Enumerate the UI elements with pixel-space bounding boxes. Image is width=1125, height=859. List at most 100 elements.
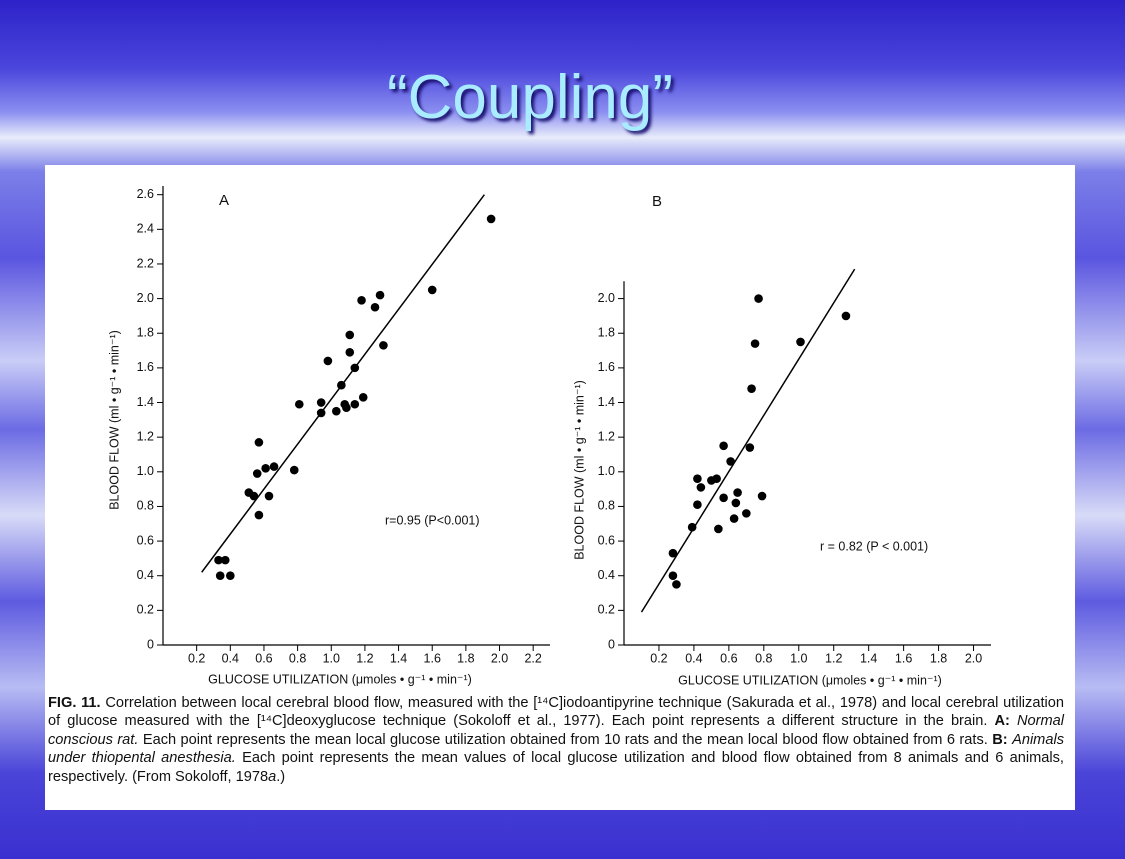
caption: FIG. 11. Correlation between local cereb… [48, 694, 1064, 786]
caption-part: B: [992, 731, 1008, 748]
data-point [486, 214, 496, 224]
trend-line [640, 268, 856, 613]
data-point [345, 347, 355, 357]
data-point [252, 469, 262, 478]
data-point [226, 571, 235, 581]
figure-panel [45, 165, 1075, 810]
trend-line [201, 194, 485, 573]
data-point [757, 491, 767, 501]
caption-part: A: [994, 713, 1010, 730]
y-tick-label: 0.6 [137, 533, 154, 547]
x-tick-label: 0.8 [289, 651, 306, 665]
y-tick-label: 0.2 [137, 603, 154, 617]
data-point [733, 488, 742, 497]
y-tick-label: 0 [147, 637, 154, 651]
x-tick-label: 1.6 [895, 651, 912, 665]
data-point [745, 443, 755, 452]
x-tick-label: 1.4 [390, 651, 407, 665]
caption-part: Animals under thiopental anesthesia. [48, 731, 1064, 767]
y-tick-label: 1.6 [137, 360, 154, 374]
panel-label: A [219, 192, 229, 209]
data-point [672, 580, 681, 589]
data-point [747, 384, 756, 393]
y-tick-label: 1.0 [137, 464, 154, 478]
x-tick-label: 2.0 [965, 651, 982, 665]
x-tick-label: 2.0 [491, 651, 508, 665]
x-tick-label: 1.8 [457, 651, 474, 665]
y-tick-label: 1.6 [598, 360, 615, 374]
x-tick-label: 1.2 [825, 651, 842, 665]
data-point [342, 403, 351, 413]
data-point [323, 356, 333, 366]
y-tick-label: 0.8 [137, 499, 154, 513]
y-tick-label: 0.6 [598, 533, 615, 547]
y-tick-label: 0.4 [137, 568, 154, 582]
y-tick-label: 2.4 [137, 222, 154, 236]
x-tick-label: 1.0 [790, 651, 807, 665]
figure: 0 0.2 0.4 0.6 0.8 1.0 1.2 1.4 1.6 1.8 2.0 2.2 2.4 2.6… [107, 186, 991, 687]
data-point [731, 498, 741, 508]
x-tick-label: 0.8 [755, 651, 772, 665]
data-point [294, 399, 304, 409]
caption-part: Normal conscious rat. [48, 713, 1064, 748]
y-tick-label: 1.4 [137, 395, 154, 409]
slide-title: “Coupling” [386, 63, 674, 132]
data-point [261, 464, 270, 473]
x-tick-label: 1.4 [860, 651, 877, 665]
y-tick-label: 1.8 [137, 326, 154, 340]
data-point [693, 474, 702, 484]
data-point [379, 341, 388, 350]
data-point [707, 476, 716, 485]
data-point [370, 302, 380, 312]
data-point [214, 555, 223, 565]
data-point [719, 493, 728, 503]
y-tick-label: 0.8 [598, 499, 615, 513]
y-tick-label: 2.0 [137, 291, 154, 305]
data-point [729, 514, 739, 523]
caption-part: a [268, 768, 277, 785]
caption-part: Correlation between local cerebral blood… [48, 695, 1064, 730]
data-point [668, 571, 678, 581]
data-point [269, 462, 279, 471]
x-tick-label: 0.4 [685, 651, 702, 665]
caption-part: Each point represents the mean local glu… [142, 731, 988, 748]
x-tick-label: 0.6 [720, 651, 737, 665]
x-tick-label: 0.4 [222, 651, 239, 665]
data-point [796, 337, 805, 347]
data-point [289, 465, 299, 475]
data-point [220, 555, 230, 565]
data-point [742, 509, 751, 518]
x-axis-label: GLUCOSE UTILIZATION (μmoles • g⁻¹ • min⁻… [678, 673, 942, 687]
data-point [332, 406, 341, 416]
y-tick-label: 2.6 [137, 187, 154, 201]
data-point [693, 500, 702, 510]
y-tick-label: 1.4 [598, 395, 615, 409]
data-point [350, 399, 360, 409]
x-tick-label: 1.6 [424, 651, 441, 665]
caption-part: Each point represents the mean values of… [48, 750, 1064, 785]
x-tick-label: 1.0 [323, 651, 340, 665]
data-point [750, 339, 760, 348]
annotation: r=0.95 (P<0.001) [385, 513, 480, 527]
data-point [841, 311, 851, 321]
x-tick-label: 2.2 [524, 651, 541, 665]
y-tick-label: 0 [608, 637, 615, 651]
caption-part: .) [276, 768, 286, 785]
y-axis-label: BLOOD FLOW (ml • g⁻¹ • min⁻¹) [107, 330, 121, 510]
caption-part: FIG. 11. [48, 695, 101, 711]
data-point [719, 441, 728, 451]
data-point [726, 457, 735, 466]
data-point [345, 330, 355, 340]
x-tick-label: 0.2 [650, 651, 667, 665]
x-tick-label: 0.6 [255, 651, 272, 665]
x-tick-label: 0.2 [188, 651, 205, 665]
y-tick-label: 1.2 [137, 429, 154, 443]
y-tick-label: 1.0 [598, 464, 615, 478]
annotation: r = 0.82 (P < 0.001) [820, 539, 928, 553]
data-point [427, 285, 437, 295]
data-point [254, 438, 264, 447]
y-tick-label: 0.2 [598, 603, 615, 617]
data-point [358, 393, 368, 402]
data-point [249, 491, 259, 501]
